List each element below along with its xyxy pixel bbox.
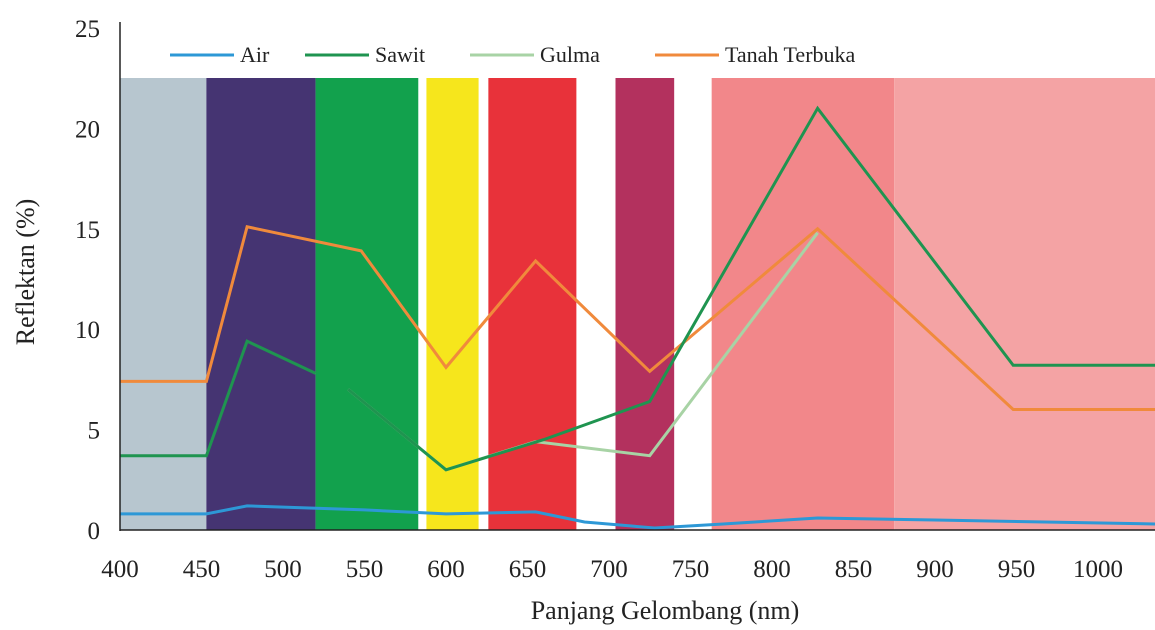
band-2 <box>206 78 316 530</box>
legend-label-tanah-terbuka: Tanah Terbuka <box>725 42 856 67</box>
spectral-bands <box>120 78 1155 530</box>
x-tick-500: 500 <box>264 556 302 583</box>
band-5 <box>488 78 577 530</box>
x-tick-550: 550 <box>346 556 384 583</box>
x-tick-850: 850 <box>835 556 873 583</box>
series-line-sawit <box>120 105 1155 472</box>
x-tick-900: 900 <box>916 556 954 583</box>
x-tick-labels: 400 450 500 550 600 650 700 750 800 850 900 950 1000 <box>101 556 1123 583</box>
series-line-air <box>120 504 1155 530</box>
x-tick-650: 650 <box>509 556 547 583</box>
x-tick-950: 950 <box>998 556 1036 583</box>
series-line-tanah-terbuka <box>120 225 1155 411</box>
band-7 <box>711 78 895 530</box>
x-tick-600: 600 <box>427 556 465 583</box>
y-tick-10: 10 <box>75 317 100 344</box>
band-1 <box>120 78 207 530</box>
y-axis-title: Reflektan (%) <box>11 199 40 346</box>
legend-label-air: Air <box>240 42 270 67</box>
x-tick-750: 750 <box>672 556 710 583</box>
y-tick-25: 25 <box>75 16 100 43</box>
legend: Air Sawit Gulma Tanah Terbuka <box>170 42 856 67</box>
legend-label-gulma: Gulma <box>540 42 600 67</box>
band-4 <box>426 78 479 530</box>
band-8 <box>894 78 1155 530</box>
x-tick-700: 700 <box>590 556 628 583</box>
y-tick-labels: 0 5 10 15 20 25 <box>75 16 100 545</box>
y-tick-0: 0 <box>88 518 101 545</box>
band-6 <box>615 78 675 530</box>
x-tick-1000: 1000 <box>1073 556 1123 583</box>
x-tick-400: 400 <box>101 556 139 583</box>
x-tick-450: 450 <box>183 556 221 583</box>
x-tick-800: 800 <box>753 556 791 583</box>
x-axis-title: Panjang Gelombang (nm) <box>531 596 800 625</box>
axes <box>119 22 1155 531</box>
y-tick-5: 5 <box>88 418 101 445</box>
legend-label-sawit: Sawit <box>375 42 425 67</box>
band-3 <box>315 78 419 530</box>
y-tick-20: 20 <box>75 116 100 143</box>
y-tick-15: 15 <box>75 217 100 244</box>
series-lines <box>120 105 1155 530</box>
